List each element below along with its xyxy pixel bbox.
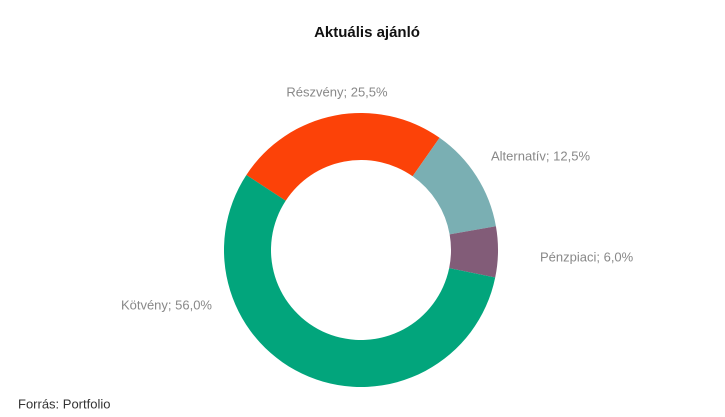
slice-label: Részvény; 25,5% (286, 84, 388, 99)
donut-slice (449, 226, 498, 278)
slice-label: Alternatív; 12,5% (491, 148, 590, 163)
donut-slice (412, 137, 496, 235)
slice-label: Kötvény; 56,0% (121, 297, 212, 312)
donut-slice (223, 174, 496, 388)
source: Forrás: Portfolio (18, 396, 110, 411)
chart-title: Aktuális ajánló (314, 24, 420, 41)
donut-slice (246, 113, 440, 201)
slice-label: Pénzpiaci; 6,0% (540, 249, 634, 264)
